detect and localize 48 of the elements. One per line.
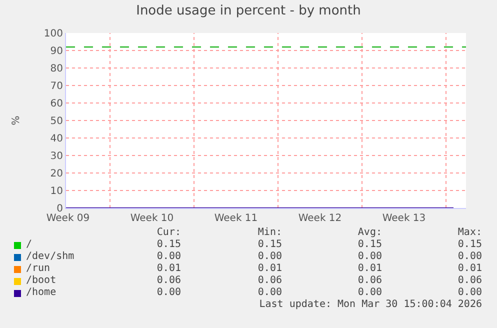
text: Cur: <box>156 227 181 239</box>
text: Min: <box>258 227 282 239</box>
y-axis-title: % <box>10 116 22 126</box>
x-tick-label: Week 12 <box>298 213 342 224</box>
x-tick-label: Week 10 <box>130 213 174 224</box>
text: 0.06 <box>458 275 482 287</box>
text: 0.01 <box>358 263 382 275</box>
text: 0.00 <box>458 251 482 263</box>
text: 0.00 <box>156 287 181 299</box>
text: 0.01 <box>156 263 181 275</box>
x-tick-label: Week 13 <box>382 213 426 224</box>
x-tick-label: Week 09 <box>46 213 90 224</box>
y-tick-label: 20 <box>50 168 63 180</box>
y-tick-label: 70 <box>50 81 63 92</box>
text: 0.00 <box>358 251 382 263</box>
text: 0.15 <box>156 239 181 251</box>
x-tick-label: Week 11 <box>214 213 258 224</box>
text: 0.06 <box>258 275 282 287</box>
chart-title: Inode usage in percent - by month <box>136 4 361 19</box>
text: Max: <box>458 227 482 239</box>
text: Last update: Mon Mar 30 15:00:04 2026 <box>259 299 482 311</box>
y-tick-label: 0 <box>56 204 63 214</box>
legend-label: / <box>26 239 32 251</box>
text: 0.15 <box>458 239 482 251</box>
y-tick-label: 40 <box>50 134 63 144</box>
y-tick-label: 90 <box>50 46 63 57</box>
text: 0.00 <box>458 287 482 299</box>
y-tick-label: 60 <box>50 98 63 110</box>
y-tick-label: 10 <box>50 186 63 197</box>
legend-label: /dev/shm <box>26 251 74 263</box>
text: 0.15 <box>358 239 382 251</box>
legend-label: /home <box>26 287 56 299</box>
legend-label: /boot <box>26 275 56 287</box>
text: 0.15 <box>258 239 282 251</box>
text: Avg: <box>358 227 382 239</box>
text: 0.01 <box>458 263 482 275</box>
text: 0.00 <box>156 251 181 263</box>
y-tick-label: 80 <box>50 64 63 74</box>
text: 0.06 <box>358 275 382 287</box>
legend-label: /run <box>26 263 50 275</box>
y-tick-label: 100 <box>44 28 63 40</box>
y-tick-label: 50 <box>50 116 63 127</box>
text: 0.00 <box>258 287 282 299</box>
text: 0.00 <box>258 251 282 263</box>
text: 0.06 <box>156 275 181 287</box>
y-tick-label: 30 <box>50 151 63 162</box>
text: 0.01 <box>258 263 282 275</box>
text: 0.00 <box>358 287 382 299</box>
